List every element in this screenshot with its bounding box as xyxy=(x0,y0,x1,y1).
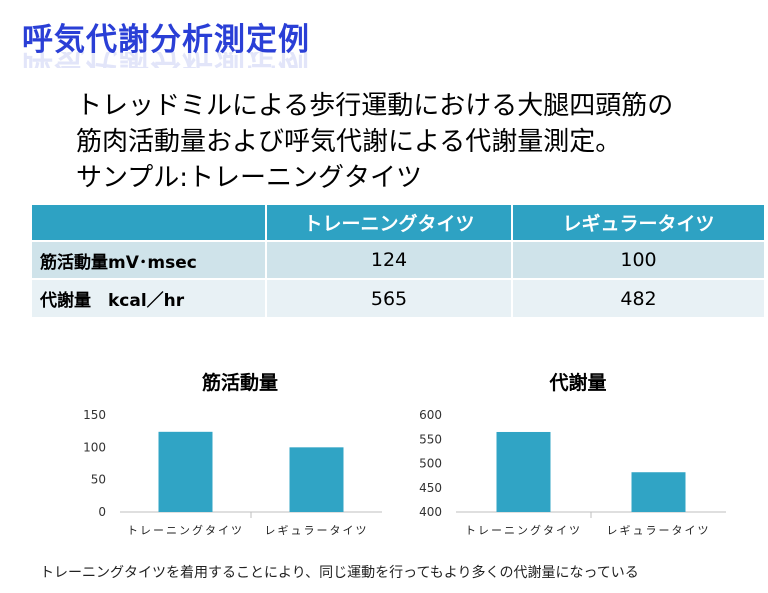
slide-title-reflection: 呼気代謝分析測定例 xyxy=(22,52,310,68)
chart1-bar xyxy=(289,447,344,512)
row-label-muscle-activity: 筋活動量mV･msec xyxy=(32,240,267,279)
table-header-row: トレーニングタイツ レギュラータイツ xyxy=(32,205,764,241)
cell-muscle-training: 124 xyxy=(266,240,513,279)
chart2-x-tick-label: トレーニングタイツ xyxy=(465,523,582,537)
chart2-bar xyxy=(631,472,686,512)
footer-note: トレーニングタイツを着用することにより、同じ運動を行ってもより多くの代謝量になっ… xyxy=(40,565,639,581)
cell-metabolism-training: 565 xyxy=(266,278,513,317)
chart1-x-tick-label: レギュラータイツ xyxy=(265,524,369,537)
chart1-y-tick-label: 50 xyxy=(91,473,106,487)
chart2-y-tick-label: 600 xyxy=(419,408,442,422)
chart1-y-tick-label: 0 xyxy=(98,505,106,519)
chart1-title: 筋活動量 xyxy=(201,372,278,394)
description-line-3: サンプル:トレーニングタイツ xyxy=(76,163,422,193)
table-row: 代謝量 kcal／hr 565 482 xyxy=(32,278,764,317)
chart2-bar xyxy=(496,431,551,512)
table-row: 筋活動量mV･msec 124 100 xyxy=(32,240,764,279)
chart2-y-tick-label: 450 xyxy=(419,481,442,495)
row-label-metabolism: 代謝量 kcal／hr xyxy=(32,278,267,317)
table-header-regular-tights: レギュラータイツ xyxy=(512,205,764,241)
cell-muscle-regular: 100 xyxy=(512,240,764,279)
description-line-2: 筋肉活動量および呼気代謝による代謝量測定。 xyxy=(76,127,622,157)
table-header-training-tights: トレーニングタイツ xyxy=(266,205,513,241)
slide-title: 呼気代謝分析測定例 xyxy=(22,22,310,58)
metabolism-chart: 400 450 500 550 600 トレーニングタイツ レギュラータイツ xyxy=(419,408,726,537)
chart2-title: 代謝量 xyxy=(549,372,607,394)
chart1-y-tick-label: 100 xyxy=(83,440,106,454)
chart1-x-tick-label: トレーニングタイツ xyxy=(127,523,244,537)
description: トレッドミルによる歩行運動における大腿四頭筋の 筋肉活動量および呼気代謝による代… xyxy=(76,88,673,196)
results-table: トレーニングタイツ レギュラータイツ 筋活動量mV･msec 124 100 代… xyxy=(32,205,764,317)
chart1-bar xyxy=(158,431,213,512)
muscle-activity-chart: 0 50 100 150 トレーニングタイツ レギュラータイツ xyxy=(83,408,382,537)
chart2-x-tick-label: レギュラータイツ xyxy=(607,524,711,537)
cell-metabolism-regular: 482 xyxy=(512,278,764,317)
chart2-y-tick-label: 550 xyxy=(419,432,442,446)
table-header-empty xyxy=(32,205,267,241)
description-line-1: トレッドミルによる歩行運動における大腿四頭筋の xyxy=(76,91,674,121)
chart1-y-tick-label: 150 xyxy=(83,408,106,422)
chart2-y-tick-label: 400 xyxy=(419,505,442,519)
chart2-y-tick-label: 500 xyxy=(419,457,442,471)
